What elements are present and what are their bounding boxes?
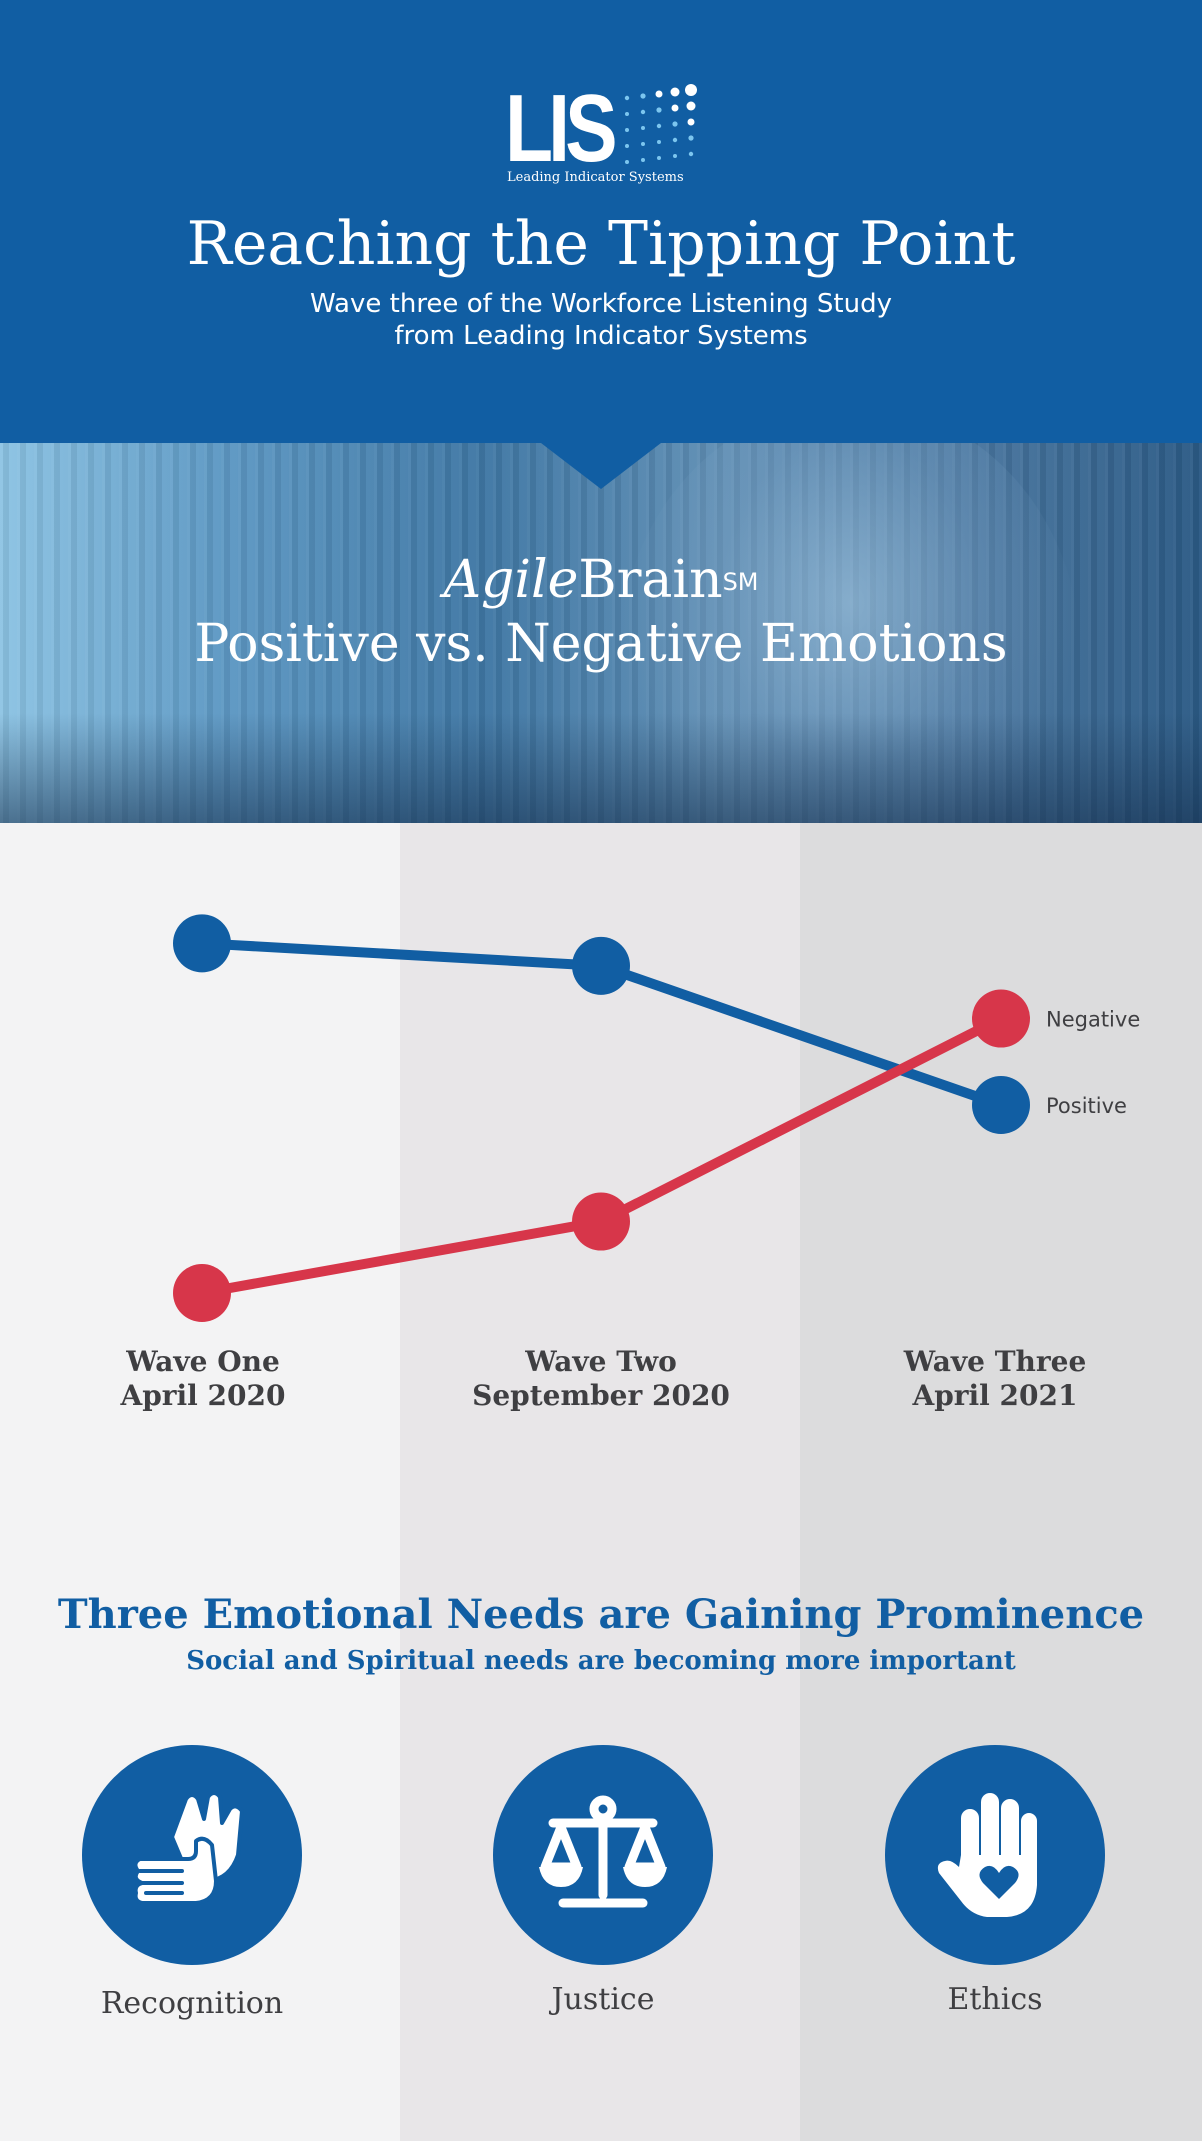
lis-logo: LIS Leading Indicator Systems bbox=[505, 75, 705, 194]
need-recognition: Recognition bbox=[72, 1745, 312, 2045]
recognition-badge bbox=[82, 1745, 302, 1965]
header: LIS Leading Indicator Systems Reaching t… bbox=[0, 0, 1202, 443]
data-point-negative-2 bbox=[572, 1192, 630, 1251]
series-label-positive: Positive bbox=[1046, 1094, 1127, 1118]
brand-regular: Brain bbox=[578, 550, 723, 610]
scales-icon bbox=[539, 1795, 667, 1908]
hand-heart-icon bbox=[937, 1793, 1037, 1917]
data-point-negative-1 bbox=[173, 1264, 231, 1322]
x-tick-label-wave-two: Wave Two September 2020 bbox=[451, 1345, 751, 1413]
ethics-badge bbox=[885, 1745, 1105, 1965]
x-tick-line-2: April 2020 bbox=[120, 1379, 286, 1412]
need-label-recognition: Recognition bbox=[100, 1986, 284, 2021]
logo-letters: LIS bbox=[505, 75, 618, 182]
brand-line: AgileBrainSM bbox=[0, 548, 1202, 612]
x-tick-line-2: April 2021 bbox=[912, 1379, 1078, 1412]
x-tick-line-1: Wave One bbox=[126, 1345, 280, 1378]
x-tick-line-2: September 2020 bbox=[472, 1379, 730, 1412]
clapping-hands-icon bbox=[133, 1791, 244, 1905]
need-label-ethics: Ethics bbox=[947, 1982, 1043, 2017]
x-tick-line-1: Wave Two bbox=[525, 1345, 677, 1378]
need-label-justice: Justice bbox=[551, 1982, 655, 2017]
x-tick-label-wave-one: Wave One April 2020 bbox=[53, 1345, 353, 1413]
emotions-chart: Positive Negative Wave One April 2020 Wav… bbox=[0, 823, 1202, 1443]
data-point-positive-3 bbox=[972, 1076, 1030, 1134]
banner-photo bbox=[0, 443, 1202, 823]
banner-heading: Positive vs. Negative Emotions bbox=[194, 614, 1008, 674]
line-chart: Positive Negative bbox=[173, 914, 1140, 1322]
page-subtitle: Wave three of the Workforce Listening St… bbox=[310, 289, 892, 351]
series-label-negative: Negative bbox=[1046, 1008, 1140, 1032]
page-title: Reaching the Tipping Point bbox=[186, 209, 1016, 279]
brand-italic: Agile bbox=[443, 550, 579, 610]
dot-grid-icon bbox=[624, 84, 697, 164]
banner-title: AgileBrainSM Positive vs. Negative Emoti… bbox=[0, 548, 1202, 676]
data-point-negative-3 bbox=[972, 989, 1030, 1048]
data-point-positive-2 bbox=[572, 936, 630, 995]
data-point-positive-1 bbox=[173, 914, 231, 973]
justice-badge bbox=[493, 1745, 713, 1965]
x-tick-label-wave-three: Wave Three April 2021 bbox=[845, 1345, 1145, 1413]
x-tick-line-1: Wave Three bbox=[903, 1345, 1087, 1378]
service-mark: SM bbox=[722, 568, 759, 596]
logo-tagline: Leading Indicator Systems bbox=[507, 170, 684, 185]
needs-subtitle: Social and Spiritual needs are becoming … bbox=[186, 1646, 1016, 1676]
need-justice: Justice bbox=[483, 1745, 723, 2045]
header-notch bbox=[541, 443, 661, 489]
needs-title: Three Emotional Needs are Gaining Promin… bbox=[57, 1591, 1145, 1638]
banner-shade bbox=[0, 713, 1202, 823]
need-ethics: Ethics bbox=[875, 1745, 1115, 2045]
